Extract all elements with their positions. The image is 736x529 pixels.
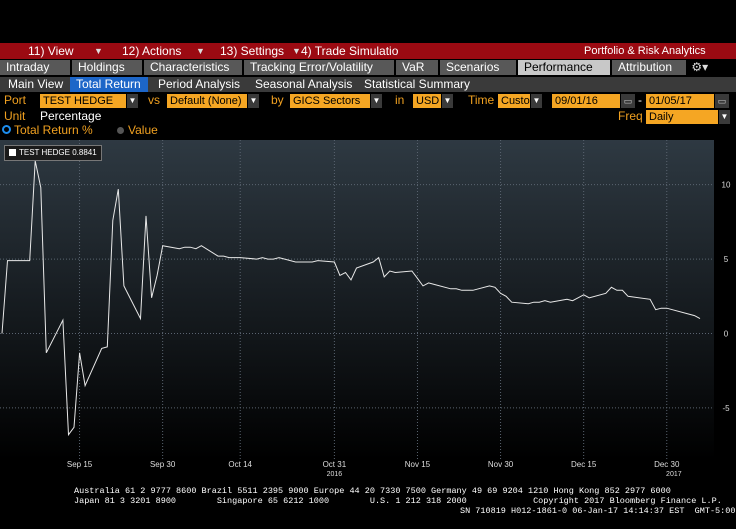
vs-label: vs (148, 93, 160, 107)
menu-view[interactable]: 11) View (28, 44, 74, 58)
tab-holdings[interactable]: Holdings (72, 60, 142, 75)
x-year-label: 2016 (327, 471, 343, 478)
subtab-seasonal-analysis[interactable]: Seasonal Analysis (255, 77, 353, 91)
footer-contacts-line2: Japan 81 3 3201 8900 Singapore 65 6212 1… (74, 496, 722, 506)
legend-label: TEST HEDGE 0.8841 (19, 148, 97, 157)
value-radio[interactable] (117, 127, 124, 134)
performance-chart: 10 5 0 -5 Sep 15 Sep 30 Oct 14 Oct 31 Nov 15 Nov… (0, 140, 731, 478)
freq-field[interactable]: Daily (646, 110, 718, 124)
menu-actions-arrow-icon[interactable]: ▼ (196, 46, 205, 56)
menu-view-arrow-icon[interactable]: ▼ (94, 46, 103, 56)
tab-intraday[interactable]: Intraday (0, 60, 70, 75)
x-tick-label: Sep 30 (150, 460, 176, 469)
tab-attribution[interactable]: Attribution (612, 60, 686, 75)
tab-row: Intraday Holdings Characteristics Tracki… (0, 60, 736, 76)
end-date-field[interactable]: 01/05/17 (646, 94, 714, 108)
gear-icon[interactable]: ⚙▾ (688, 60, 709, 74)
port-dropdown-icon[interactable]: ▼ (127, 94, 138, 108)
menu-settings[interactable]: 13) Settings (220, 44, 285, 58)
tab-tracking-error[interactable]: Tracking Error/Volatility (244, 60, 394, 75)
x-tick-label: Sep 15 (67, 460, 93, 469)
unit-value[interactable]: Percentage (40, 109, 102, 123)
subtab-period-analysis[interactable]: Period Analysis (158, 77, 241, 91)
total-return-radio-label[interactable]: Total Return % (14, 123, 93, 137)
by-label: by (271, 93, 284, 107)
y-tick-label: 10 (722, 181, 731, 190)
total-return-radio[interactable] (2, 125, 11, 134)
unit-label: Unit (4, 109, 26, 123)
footer-contacts-line1: Australia 61 2 9777 8600 Brazil 5511 239… (74, 486, 671, 496)
legend-swatch (9, 149, 16, 157)
end-date-calendar-icon[interactable]: ▭ (715, 94, 729, 108)
currency-field[interactable]: USD (413, 94, 441, 108)
footer-session-line: SN 710819 H012-1861-0 06-Jan-17 14:14:37… (460, 506, 736, 516)
x-tick-label: Nov 30 (488, 460, 514, 469)
subtab-statistical-summary[interactable]: Statistical Summary (364, 77, 471, 91)
freq-label: Freq (618, 109, 643, 123)
time-dropdown-icon[interactable]: ▼ (531, 94, 542, 108)
menu-bar: 11) View ▼ 12) Actions ▼ 13) Settings ▼ … (0, 43, 736, 59)
tab-performance[interactable]: Performance (518, 60, 610, 75)
menu-trade-simulation[interactable]: 4) Trade Simulatio (301, 44, 399, 58)
start-date-calendar-icon[interactable]: ▭ (621, 94, 635, 108)
app-title: Portfolio & Risk Analytics (584, 45, 706, 57)
x-tick-label: Dec 30 (654, 460, 680, 469)
chart-legend[interactable]: TEST HEDGE 0.8841 (4, 145, 102, 161)
x-tick-label: Nov 15 (405, 460, 431, 469)
x-year-label: 2017 (666, 471, 682, 478)
tab-var[interactable]: VaR (396, 60, 438, 75)
tab-characteristics[interactable]: Characteristics (144, 60, 242, 75)
subtab-total-return[interactable]: Total Return (70, 77, 148, 92)
x-tick-label: Oct 14 (228, 460, 252, 469)
vs-dropdown-icon[interactable]: ▼ (248, 94, 259, 108)
tab-scenarios[interactable]: Scenarios (440, 60, 516, 75)
chart-plot-area (0, 140, 714, 460)
series-line-test-hedge (1, 160, 701, 437)
y-tick-label: -5 (722, 404, 730, 413)
freq-dropdown-icon[interactable]: ▼ (719, 110, 730, 124)
currency-dropdown-icon[interactable]: ▼ (442, 94, 453, 108)
y-tick-label: 5 (724, 255, 729, 264)
start-date-field[interactable]: 09/01/16 (552, 94, 620, 108)
vs-field[interactable]: Default (None) (167, 94, 247, 108)
subtab-row: Main View Total Return Period Analysis S… (0, 77, 736, 92)
in-label: in (395, 93, 405, 107)
x-tick-label: Dec 15 (571, 460, 597, 469)
value-radio-label[interactable]: Value (128, 123, 158, 137)
date-range-dash: - (638, 93, 642, 107)
time-field[interactable]: Custo (498, 94, 530, 108)
subtab-main-view[interactable]: Main View (8, 77, 64, 91)
by-field[interactable]: GICS Sectors (290, 94, 370, 108)
by-dropdown-icon[interactable]: ▼ (371, 94, 382, 108)
y-tick-label: 0 (724, 329, 729, 338)
x-tick-label: Oct 31 (323, 460, 347, 469)
time-label: Time (468, 93, 495, 107)
menu-settings-arrow-icon[interactable]: ▼ (292, 46, 301, 56)
port-field[interactable]: TEST HEDGE (40, 94, 126, 108)
menu-actions[interactable]: 12) Actions (122, 44, 182, 58)
port-label: Port (4, 93, 27, 107)
